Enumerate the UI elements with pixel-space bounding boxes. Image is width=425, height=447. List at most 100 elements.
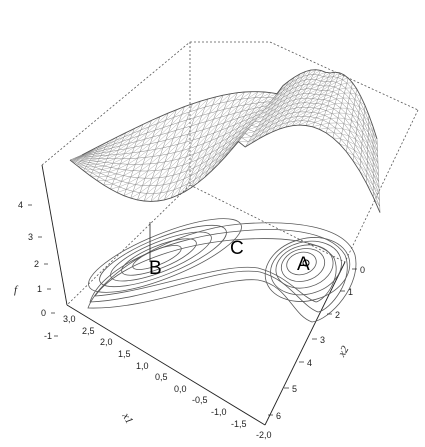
mesh-line xyxy=(112,158,123,164)
mesh-line xyxy=(84,168,94,171)
mesh-line xyxy=(173,127,184,139)
mesh-line xyxy=(187,171,198,184)
mesh-line xyxy=(133,185,143,192)
mesh-line xyxy=(172,150,183,161)
mesh-line xyxy=(339,143,348,147)
mesh-line xyxy=(183,154,194,166)
mesh-line xyxy=(314,90,323,95)
mesh-line xyxy=(373,185,380,195)
mesh-line xyxy=(359,101,366,106)
mesh-line xyxy=(372,155,379,164)
mesh-line xyxy=(188,123,199,135)
mesh-line xyxy=(320,90,328,95)
mesh-line xyxy=(336,79,343,83)
mesh-line xyxy=(220,107,232,118)
mesh-line xyxy=(342,128,350,131)
mesh-line xyxy=(189,101,201,113)
mesh-line xyxy=(257,123,268,133)
mesh-line xyxy=(334,102,342,104)
mesh-line xyxy=(367,137,374,145)
contour-line xyxy=(99,224,227,288)
mesh-line xyxy=(362,138,369,144)
mesh-line xyxy=(99,154,109,159)
mesh-line xyxy=(261,101,271,108)
mesh-line xyxy=(347,108,354,110)
mesh-line xyxy=(251,121,262,126)
mesh-line xyxy=(261,118,271,128)
mesh-line xyxy=(160,124,172,135)
mesh-line xyxy=(372,138,378,146)
mesh-line xyxy=(290,111,300,118)
f-tick-label: 4 xyxy=(18,200,23,210)
mesh-line xyxy=(103,163,113,167)
mesh-line xyxy=(363,116,369,122)
mesh-line xyxy=(276,86,286,97)
contour-line xyxy=(110,231,212,282)
mesh-line xyxy=(113,136,125,145)
mesh-line xyxy=(285,83,295,93)
mesh-line xyxy=(300,93,310,99)
mesh-line xyxy=(339,87,346,90)
mesh-line xyxy=(313,103,322,109)
mesh-line xyxy=(372,161,379,170)
mesh-line xyxy=(244,97,255,106)
mesh-line xyxy=(360,154,368,161)
x1-tick-label: 2,0 xyxy=(100,337,113,347)
mesh-line xyxy=(326,108,334,111)
mesh-line xyxy=(270,102,280,113)
mesh-line xyxy=(340,138,349,142)
mesh-line xyxy=(200,152,212,165)
mesh-line xyxy=(251,106,262,114)
mesh-line xyxy=(116,169,126,175)
x2-tick-label: 3 xyxy=(320,335,325,345)
mesh-line xyxy=(272,124,282,133)
mesh-line xyxy=(247,91,259,99)
mesh-line xyxy=(299,107,309,113)
mesh-line xyxy=(361,149,368,156)
contour-line xyxy=(280,248,326,282)
mesh-line xyxy=(130,192,141,199)
mesh-line xyxy=(147,141,159,151)
mesh-line xyxy=(228,139,239,152)
mesh-line xyxy=(177,183,188,196)
mesh-line xyxy=(326,76,334,82)
mesh-line xyxy=(211,141,222,153)
mesh-line xyxy=(316,85,325,91)
mesh-line xyxy=(306,94,315,99)
mesh-line xyxy=(261,124,272,134)
mesh-line xyxy=(293,107,302,113)
mesh-line xyxy=(352,114,359,118)
mesh-line xyxy=(100,151,111,156)
mesh-line xyxy=(373,179,380,189)
mesh-line xyxy=(350,92,356,95)
mesh-line xyxy=(217,137,229,149)
point-c-label: C xyxy=(230,238,244,259)
mesh-line xyxy=(333,72,340,77)
mesh-line xyxy=(251,127,262,137)
mesh-line xyxy=(367,143,374,151)
mesh-line xyxy=(207,157,219,171)
mesh-line xyxy=(214,144,225,157)
mesh-line xyxy=(322,85,330,91)
mesh-line xyxy=(120,138,131,146)
mesh-line xyxy=(122,152,133,159)
mesh-line xyxy=(244,108,255,117)
mesh-line xyxy=(156,176,167,186)
mesh-line xyxy=(94,149,104,155)
mesh-line xyxy=(316,99,324,104)
mesh-line xyxy=(331,77,338,82)
mesh-line xyxy=(139,143,151,152)
mesh-line xyxy=(327,103,336,106)
mesh-line xyxy=(177,170,188,182)
mesh-line xyxy=(111,163,121,168)
mesh-line xyxy=(194,106,206,118)
mesh-line xyxy=(302,69,311,77)
mesh-line xyxy=(146,123,158,134)
mesh-line xyxy=(221,131,232,142)
mesh-line xyxy=(101,167,112,170)
point-b-label: B xyxy=(149,258,162,279)
mesh-line xyxy=(227,92,238,102)
mesh-line xyxy=(354,99,361,102)
mesh-line xyxy=(231,129,242,141)
mesh-line xyxy=(363,127,369,133)
